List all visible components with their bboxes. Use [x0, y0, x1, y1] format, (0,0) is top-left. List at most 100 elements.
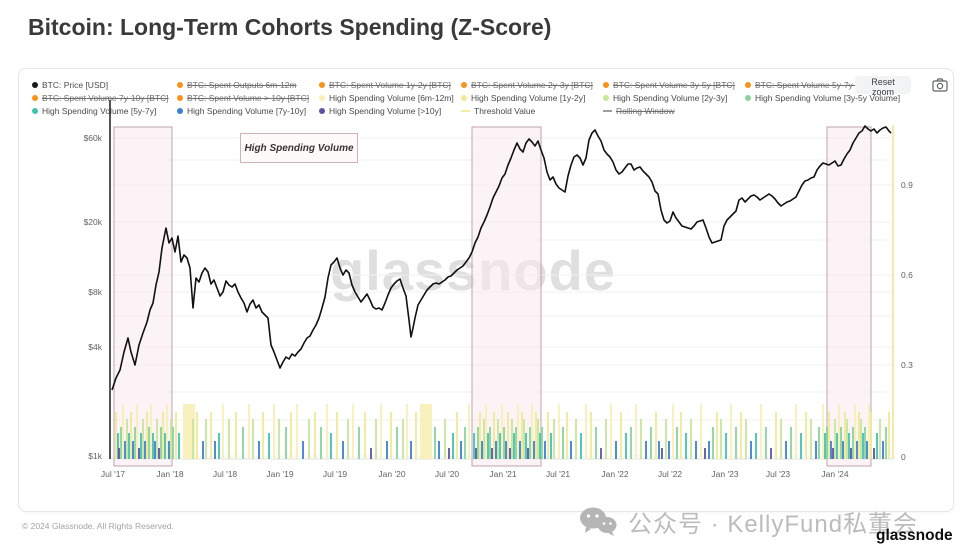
highlight-band — [471, 126, 542, 467]
spending-volume-bar — [497, 419, 499, 459]
spending-volume-bar — [610, 404, 612, 459]
spending-volume-bar — [558, 404, 560, 459]
x-axis-tick: Jul '21 — [545, 469, 571, 479]
legend-item[interactable]: BTC: Spent Volume 2y-3y [BTC] — [461, 78, 603, 91]
spending-volume-bar — [720, 419, 722, 459]
x-axis-tick: Jul '20 — [434, 469, 460, 479]
spending-volume-bar — [507, 412, 509, 459]
spending-volume-bar — [661, 448, 663, 459]
spending-volume-bar — [517, 404, 519, 459]
spending-volume-bar — [352, 404, 354, 459]
legend-label: Threshold Value — [474, 105, 536, 116]
spending-volume-bar — [795, 404, 797, 459]
spending-volume-bar — [525, 433, 527, 459]
spending-volume-bar — [539, 433, 541, 459]
spending-volume-bar — [790, 427, 792, 459]
spending-volume-bar — [386, 441, 388, 459]
spending-volume-bar — [128, 433, 130, 459]
spending-volume-bar — [523, 419, 525, 459]
spending-volume-bar — [615, 441, 617, 459]
y-axis-right-tick: 0 — [901, 452, 906, 462]
spending-volume-bar — [160, 427, 162, 459]
spending-volume-bar — [370, 448, 372, 459]
spending-volume-bar — [650, 427, 652, 459]
spending-volume-bar — [537, 419, 539, 459]
spending-volume-bar — [320, 427, 322, 459]
legend-item[interactable]: BTC: Spent Volume 7y-10y [BTC] — [32, 91, 177, 104]
x-axis-tick: Jan '21 — [489, 469, 517, 479]
legend-marker — [461, 94, 467, 101]
spending-volume-bar — [725, 433, 727, 459]
spending-volume-bar — [296, 404, 298, 459]
spending-volume-bar — [164, 433, 166, 459]
spending-volume-bar — [800, 433, 802, 459]
reset-zoom-button[interactable]: Reset zoom — [855, 76, 911, 97]
spending-volume-bar — [553, 419, 555, 459]
spending-volume-bar — [406, 404, 408, 459]
spending-volume-bar — [499, 433, 501, 459]
spending-volume-bar — [178, 433, 180, 459]
spending-volume-bar — [856, 441, 858, 459]
spending-volume-bar — [308, 419, 310, 459]
legend-item[interactable]: High Spending Volume [3y-5y Volume] — [745, 91, 905, 104]
highlight-band — [826, 126, 872, 467]
spending-volume-bar — [828, 412, 830, 459]
legend-item[interactable]: High Spending Volume [1y-2y] — [461, 91, 603, 104]
spending-volume-bar — [456, 412, 458, 459]
legend-item[interactable]: High Spending Volume [7y-10y] — [177, 104, 319, 117]
spending-volume-bar — [668, 441, 670, 459]
legend-item[interactable]: High Spending Volume [2y-3y] — [603, 91, 745, 104]
legend-item[interactable]: BTC: Spent Volume > 10y [BTC] — [177, 91, 319, 104]
spending-volume-bar — [235, 412, 237, 459]
legend-item[interactable]: BTC: Spent Volume 3y-5y [BTC] — [603, 78, 745, 91]
legend-item[interactable]: BTC: Spent Outputs 6m-12m — [177, 78, 319, 91]
x-axis-tick: Jul '22 — [657, 469, 683, 479]
spending-volume-bar — [575, 419, 577, 459]
spending-volume-bar — [468, 404, 470, 459]
legend-item[interactable]: BTC: Price [USD] — [32, 78, 177, 91]
spending-volume-bar — [168, 441, 170, 459]
legend-item[interactable]: High Spending Volume [>10y] — [319, 104, 461, 117]
spending-volume-bar — [491, 448, 493, 459]
legend-item[interactable]: High Spending Volume [5y-7y] — [32, 104, 177, 117]
spending-volume-bar — [290, 412, 292, 459]
spending-volume-bar — [533, 441, 535, 459]
legend-item[interactable]: Rolling Window — [603, 104, 745, 117]
spending-volume-bar — [830, 441, 832, 459]
spending-volume-bar — [834, 419, 836, 459]
legend-item[interactable]: BTC: Spent Volume 5y-7y [BTC] — [745, 78, 905, 91]
legend-item[interactable]: Threshold Value — [461, 104, 603, 117]
spending-volume-bar — [452, 433, 454, 459]
spending-volume-bar — [700, 404, 702, 459]
spending-volume-bar — [873, 448, 875, 459]
spending-volume-bar — [509, 448, 511, 459]
spending-volume-bar — [541, 427, 543, 459]
spending-volume-bar — [515, 427, 517, 459]
spending-volume-bar — [840, 427, 842, 459]
spending-volume-bar — [775, 412, 777, 459]
spending-volume-bar — [818, 427, 820, 459]
spending-volume-bar — [844, 412, 846, 459]
spending-volume-bar — [487, 433, 489, 459]
spending-volume-bar — [529, 427, 531, 459]
spending-volume-bar — [735, 427, 737, 459]
spending-volume-bar — [815, 441, 817, 459]
spending-volume-bar — [810, 419, 812, 459]
y-axis-right-tick: 0.6 — [901, 270, 913, 280]
spending-volume-bar — [590, 412, 592, 459]
spending-volume-bar — [832, 448, 834, 459]
spending-volume-bar — [144, 441, 146, 459]
spending-volume-bar — [672, 404, 674, 459]
screenshot-camera-icon[interactable] — [932, 78, 948, 92]
x-axis-tick: Jan '22 — [601, 469, 629, 479]
legend-item[interactable]: High Spending Volume [6m-12m] — [319, 91, 461, 104]
spending-volume-bar — [550, 433, 552, 459]
spending-volume-bar — [760, 404, 762, 459]
spending-volume-bar — [846, 419, 848, 459]
spending-volume-bar — [544, 441, 546, 459]
spending-volume-bar — [511, 419, 513, 459]
legend-item[interactable]: BTC: Spent Volume 1y-2y [BTC] — [319, 78, 461, 91]
spending-volume-bar — [527, 448, 529, 459]
spending-volume-bar — [848, 433, 850, 459]
